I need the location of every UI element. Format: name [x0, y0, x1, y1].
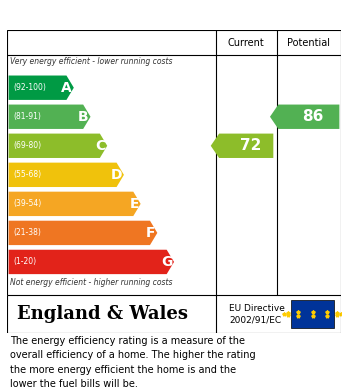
Text: Very energy efficient - lower running costs: Very energy efficient - lower running co… — [10, 57, 173, 66]
Text: (92-100): (92-100) — [13, 83, 46, 92]
Polygon shape — [9, 134, 107, 158]
Text: 86: 86 — [302, 109, 324, 124]
Text: England & Wales: England & Wales — [17, 305, 188, 323]
Polygon shape — [9, 75, 74, 100]
Text: Not energy efficient - higher running costs: Not energy efficient - higher running co… — [10, 278, 173, 287]
Polygon shape — [9, 104, 90, 129]
Text: Current: Current — [228, 38, 264, 48]
Polygon shape — [9, 221, 157, 245]
Text: G: G — [161, 255, 172, 269]
Text: A: A — [61, 81, 72, 95]
Bar — [291, 300, 334, 328]
Text: Potential: Potential — [287, 38, 330, 48]
Polygon shape — [211, 134, 273, 158]
Text: (81-91): (81-91) — [13, 112, 41, 121]
Text: EU Directive
2002/91/EC: EU Directive 2002/91/EC — [229, 303, 285, 325]
Text: 72: 72 — [239, 138, 261, 153]
Text: B: B — [78, 110, 89, 124]
Text: The energy efficiency rating is a measure of the
overall efficiency of a home. T: The energy efficiency rating is a measur… — [10, 336, 256, 389]
Text: E: E — [129, 197, 139, 211]
Text: (21-38): (21-38) — [13, 228, 41, 237]
Text: C: C — [95, 139, 105, 153]
Text: (1-20): (1-20) — [13, 257, 36, 266]
Text: F: F — [146, 226, 156, 240]
Text: (69-80): (69-80) — [13, 141, 41, 150]
Polygon shape — [9, 250, 174, 274]
Text: (39-54): (39-54) — [13, 199, 41, 208]
Polygon shape — [270, 104, 339, 129]
Polygon shape — [9, 163, 124, 187]
Text: D: D — [111, 168, 122, 182]
Text: Energy Efficiency Rating: Energy Efficiency Rating — [17, 7, 238, 23]
Text: (55-68): (55-68) — [13, 170, 41, 179]
Polygon shape — [9, 192, 141, 216]
